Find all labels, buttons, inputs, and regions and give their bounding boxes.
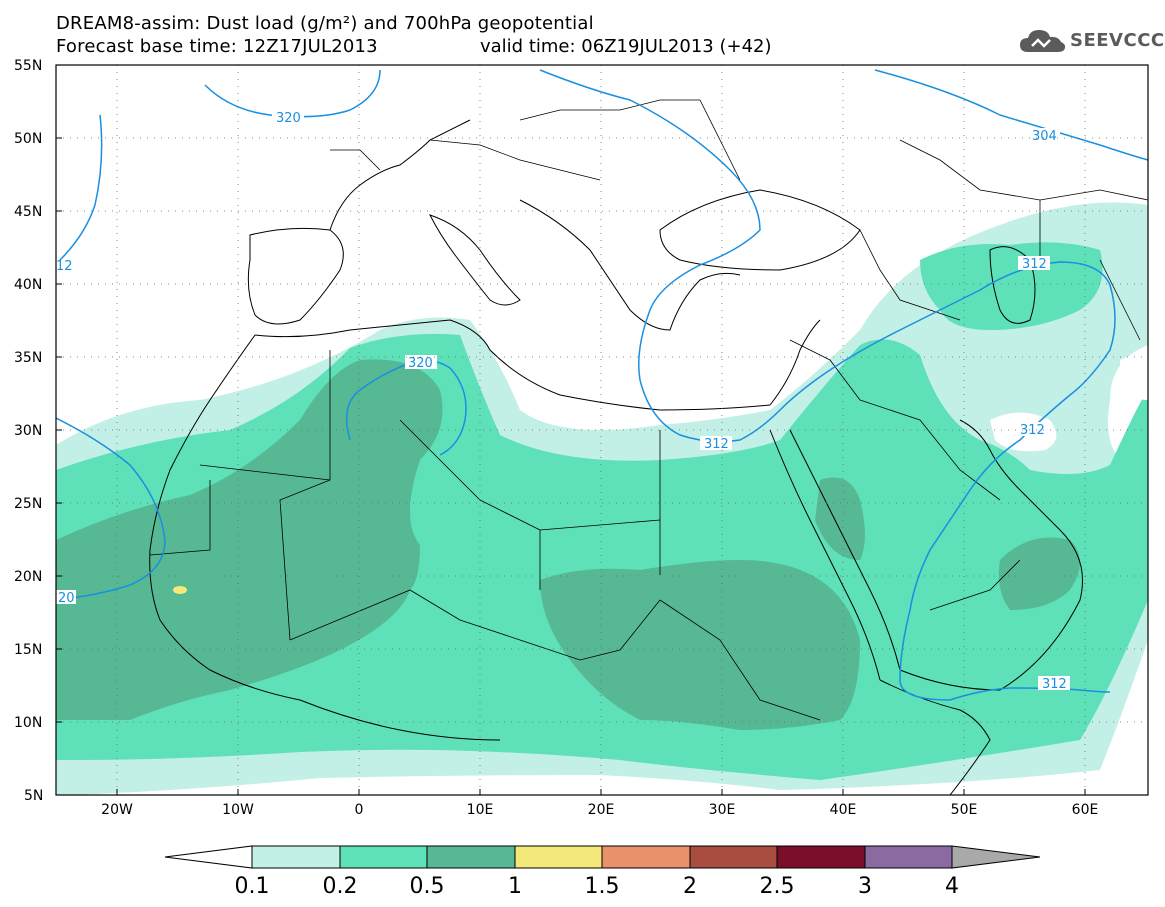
longitude-labels: 20W 10W 0 10E 20E 30E 40E 50E 60E [101, 802, 1098, 818]
dust-level-0.5-east [815, 477, 865, 560]
lat-label: 10N [14, 715, 42, 731]
map-title: DREAM8-assim: Dust load (g/m²) and 700hP… [56, 13, 594, 34]
colorbar-labels: 0.1 0.2 0.5 1 1.5 2 2.5 3 4 [235, 874, 960, 899]
lon-label: 30E [709, 802, 736, 818]
valid-time: valid time: 06Z19JUL2013 (+42) [480, 36, 772, 57]
lat-label: 40N [14, 277, 42, 293]
lon-label: 20W [101, 802, 133, 818]
axis-ticks [56, 64, 1086, 795]
lat-label: 5N [24, 788, 43, 804]
lon-label: 10W [222, 802, 254, 818]
contour-label: 320 [408, 356, 433, 371]
colorbar-swatch [251, 845, 341, 869]
colorbar-min-arrow [164, 845, 253, 869]
lon-label: 50E [951, 802, 978, 818]
logo-text: SEEVCCC [1070, 30, 1165, 51]
forecast-base-time: Forecast base time: 12Z17JUL2013 [56, 36, 378, 57]
colorbar-label: 0.5 [410, 874, 445, 899]
lon-label: 40E [830, 802, 857, 818]
lat-label: 55N [14, 58, 42, 74]
lon-label: 0 [355, 802, 364, 818]
colorbar-label: 1 [508, 874, 522, 899]
lat-label: 35N [14, 350, 42, 366]
dust-level-0.5-west [56, 359, 443, 720]
lon-label: 10E [467, 802, 494, 818]
colorbar-max-arrow [951, 845, 1041, 869]
dust-level-0.5-arabia [998, 537, 1080, 610]
contour-label: 20 [58, 591, 75, 606]
colorbar-swatch [776, 845, 866, 869]
lat-label: 50N [14, 131, 42, 147]
colorbar-label: 1.5 [585, 874, 620, 899]
colorbar-swatch [514, 845, 603, 869]
dust-level-0.2-caspian [920, 242, 1103, 330]
dust-clear-area-2 [1120, 355, 1148, 400]
lon-label: 60E [1072, 802, 1099, 818]
colorbar-label: 4 [945, 874, 959, 899]
colorbar [164, 845, 1041, 869]
contour-label: 312 [1020, 423, 1045, 438]
contour-label: 12 [56, 259, 73, 274]
colorbar-label: 0.1 [235, 874, 270, 899]
cloud-icon [1020, 30, 1066, 52]
lat-label: 30N [14, 423, 42, 439]
lat-label: 25N [14, 496, 42, 512]
lon-label: 20E [588, 802, 615, 818]
dust-level-1-spot [173, 586, 187, 594]
colorbar-label: 2.5 [760, 874, 795, 899]
seevccc-logo: SEEVCCC [1018, 24, 1164, 60]
lat-label: 20N [14, 569, 42, 585]
colorbar-swatch [601, 845, 691, 869]
colorbar-swatch [689, 845, 778, 869]
lat-lon-grid [56, 65, 1148, 795]
contour-label: 312 [704, 437, 729, 452]
lat-label: 45N [14, 204, 42, 220]
colorbar-swatch [426, 845, 516, 869]
coastlines [149, 119, 1083, 795]
colorbar-label: 0.2 [323, 874, 358, 899]
country-borders [149, 99, 1148, 721]
colorbar-swatch [864, 845, 953, 869]
colorbar-label: 3 [858, 874, 872, 899]
contour-label: 312 [1042, 677, 1067, 692]
colorbar-label: 2 [683, 874, 697, 899]
contour-label: 320 [276, 111, 301, 126]
dust-level-0.5-central [540, 560, 860, 730]
contour-label: 304 [1032, 129, 1057, 144]
colorbar-swatch [339, 845, 428, 869]
contour-label: 312 [1022, 257, 1047, 272]
lat-label: 15N [14, 642, 42, 658]
contour-labels: 320 304 12 320 312 312 312 20 312 [56, 110, 1070, 692]
latitude-labels: 55N 50N 45N 40N 35N 30N 25N 20N 15N 10N … [14, 58, 43, 804]
